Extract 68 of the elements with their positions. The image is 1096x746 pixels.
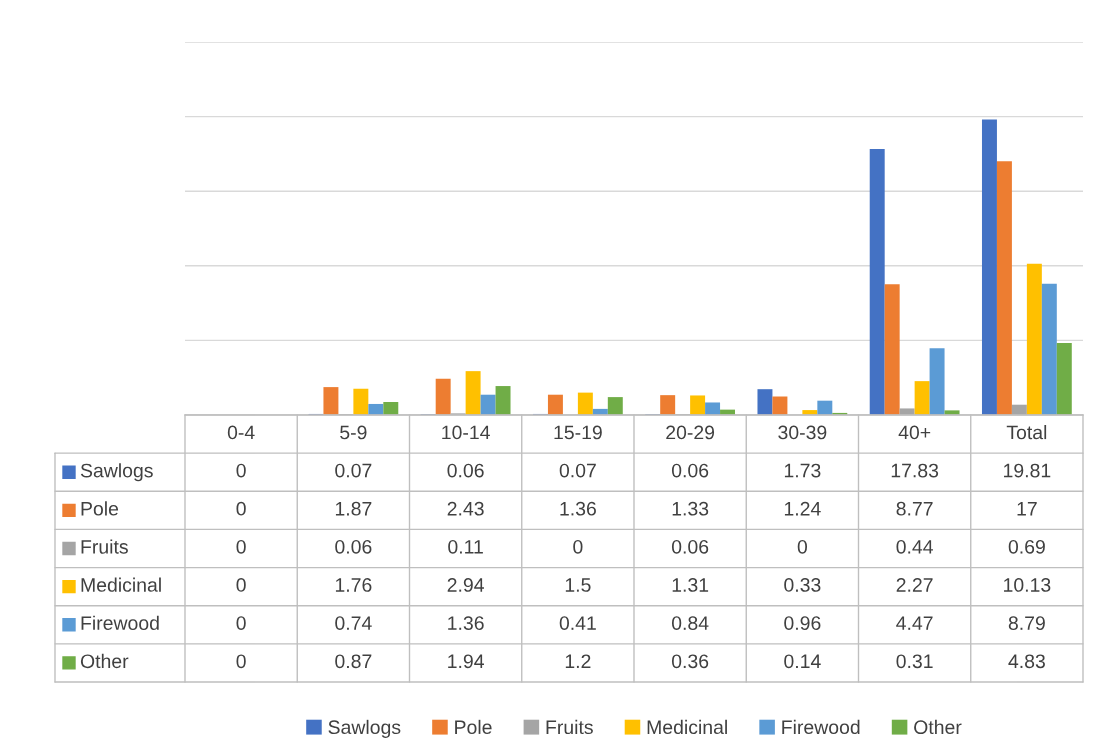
legend-label: Fruits <box>81 539 128 554</box>
data-label: 1.36 <box>448 616 484 631</box>
data-label: 0.07 <box>559 463 596 478</box>
data-label: 1.2 <box>565 654 591 668</box>
legend-label: Medicinal <box>81 577 161 592</box>
data-label: 1.36 <box>560 501 596 516</box>
data-label: 0 <box>236 578 246 592</box>
data-label: 1.76 <box>335 578 372 592</box>
data-label: 0 <box>236 616 246 631</box>
legend-label: Sawlogs <box>80 463 153 482</box>
data-label: 1.73 <box>784 463 821 478</box>
data-label: 17.83 <box>891 463 939 478</box>
x-tick-label: 30-39 <box>778 425 827 440</box>
x-tick-label: 0-4 <box>227 425 255 440</box>
data-label: 0.06 <box>447 463 484 478</box>
data-label: 0 <box>797 539 808 554</box>
data-label: 0.11 <box>448 539 483 554</box>
text: Fruits <box>546 719 593 735</box>
data-label: 0.74 <box>335 616 372 631</box>
text: Pole <box>455 719 492 735</box>
data-label: 0 <box>236 501 246 516</box>
x-tick-label: 10-14 <box>442 425 490 440</box>
data-label: 4.83 <box>1008 654 1045 669</box>
x-tick-label: Total <box>1006 425 1047 440</box>
data-label: 10.13 <box>1004 578 1051 592</box>
data-label: 0.07 <box>335 463 372 478</box>
data-label: 0.41 <box>559 616 596 631</box>
data-label: 0.96 <box>784 616 821 631</box>
data-label: 0.69 <box>1008 539 1045 554</box>
data-label: 17 <box>1017 502 1037 516</box>
text: Sawlogs <box>328 719 401 738</box>
data-label: 0.14 <box>784 654 821 669</box>
text: Medicinal <box>647 719 727 735</box>
data-label: 0.44 <box>896 539 933 554</box>
data-label: 0.06 <box>671 539 709 554</box>
data-label: 2.43 <box>447 501 484 516</box>
legend-label: Other <box>914 719 962 735</box>
data-label: 1.87 <box>335 501 372 516</box>
data-label: 0 <box>573 539 583 554</box>
data-label: 0.33 <box>784 578 821 592</box>
data-label: 1.94 <box>448 654 484 669</box>
data-label: 0 <box>236 539 246 554</box>
data-label: 0 <box>236 463 246 478</box>
data-label: 2.27 <box>896 578 933 592</box>
data-label: 4.47 <box>896 616 933 630</box>
data-label: 8.77 <box>896 501 933 516</box>
data-label: 1.33 <box>672 501 709 516</box>
data-label: 1.24 <box>784 501 821 516</box>
data-label: 0.06 <box>671 463 709 478</box>
data-label: 0.84 <box>671 616 709 631</box>
data-label: 8.79 <box>1008 616 1045 631</box>
data-label: 0.31 <box>896 654 933 669</box>
data-label: 1.31 <box>672 578 709 592</box>
x-tick-label: 5-9 <box>340 425 367 440</box>
legend-label: Firewood <box>81 615 159 631</box>
text: Firewood <box>782 719 860 735</box>
data-label: 2.94 <box>447 578 484 592</box>
data-label: 0.36 <box>671 654 709 669</box>
data-label: 19.81 <box>1004 463 1051 478</box>
legend-label: Pole <box>81 501 119 516</box>
x-tick-label: 40+ <box>898 425 931 440</box>
x-tick-label: 20-29 <box>666 425 715 440</box>
text: Other <box>80 653 129 669</box>
data-label: 0.87 <box>335 654 372 669</box>
data-label: 0 <box>236 654 246 669</box>
x-tick-label: 15-19 <box>554 425 602 440</box>
data-label: 1.5 <box>565 578 591 592</box>
data-label: 0.06 <box>335 539 372 554</box>
